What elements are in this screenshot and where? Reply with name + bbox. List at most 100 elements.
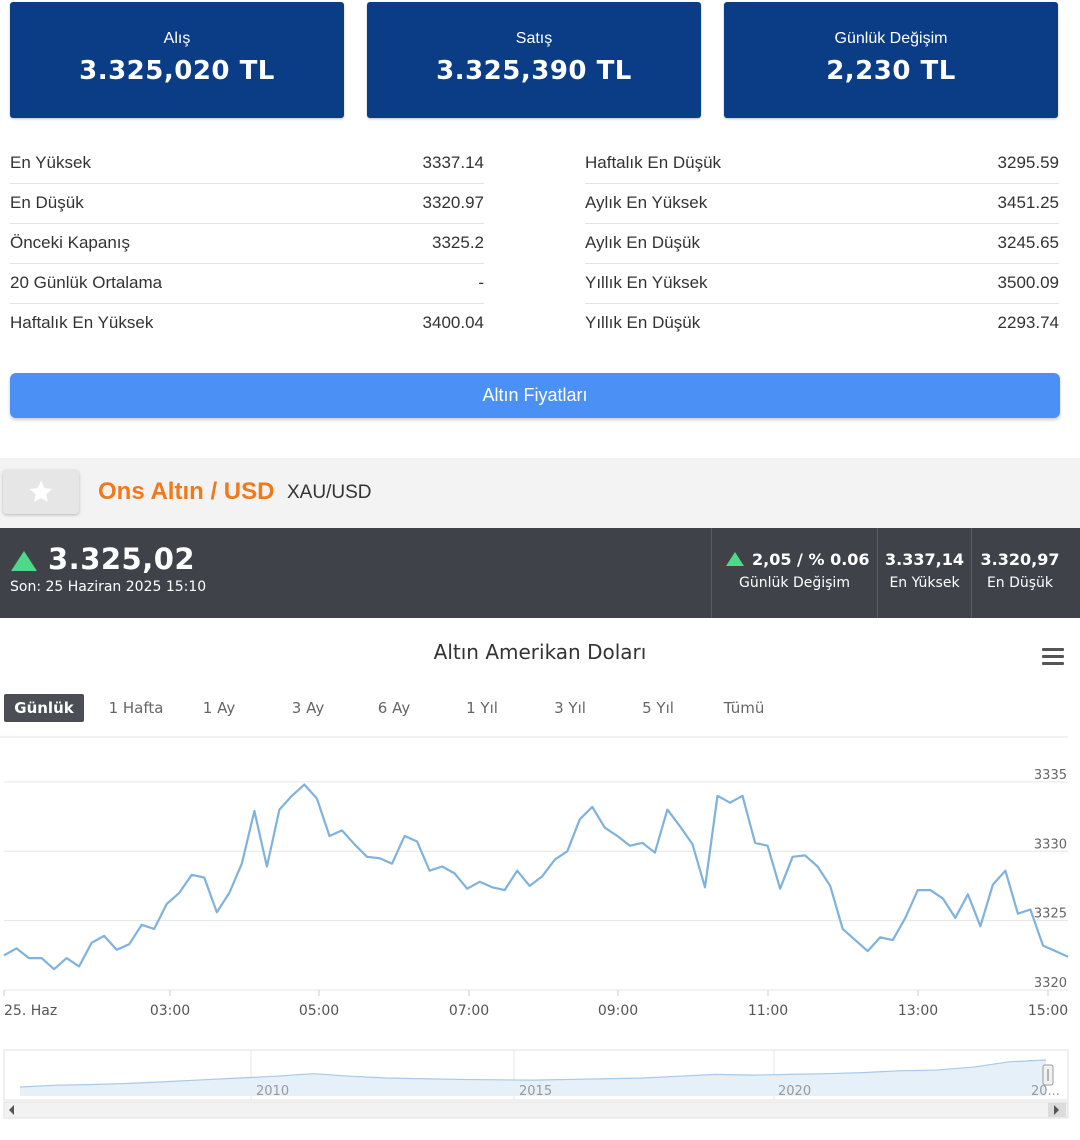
quote-low-block: 3.320,97 En Düşük [972,528,1068,618]
range-button[interactable]: Tümü [723,699,765,717]
range-button[interactable]: 1 Ay [202,699,236,717]
buy-card: Alış 3.325,020 TL [10,2,344,118]
favorite-button[interactable] [3,470,79,514]
stat-value: 3245.65 [997,233,1059,252]
x-tick-label: 07:00 [449,1003,489,1019]
buy-value: 3.325,020 TL [79,56,275,86]
stat-label: Yıllık En Düşük [585,313,701,332]
navigator-area [20,1060,1046,1096]
divider [877,528,878,618]
quote-low-label: En Düşük [986,575,1054,591]
y-tick-label: 3325 [1034,907,1067,922]
quote-change-label: Günlük Değişim [739,575,850,591]
chart-title: Altın Amerikan Doları [433,640,647,664]
stat-value: 3451.25 [997,193,1059,212]
x-tick-label: 15:00 [1028,1003,1068,1019]
current-price: 3.325,02 [48,542,196,576]
navigator-line [19,1059,1047,1088]
range-button[interactable]: 1 Yıl [466,699,498,717]
stat-value: - [478,273,484,292]
x-tick-label: 11:00 [748,1003,788,1019]
navigator-label: 2020 [778,1084,811,1099]
up-arrow-icon [11,551,37,571]
stat-label: En Yüksek [10,153,91,172]
quote-high-label: En Yüksek [889,575,960,591]
daily-change-card: Günlük Değişim 2,230 TL [724,2,1058,118]
stat-label: Aylık En Düşük [585,233,700,252]
chart-navigator[interactable]: 2010 2015 2020 20... [3,1049,1069,1119]
quote-change-block: 2,05 / % 0.06 Günlük Değişim [712,528,877,618]
stat-label: Aylık En Yüksek [585,193,708,212]
price-cards: Alış 3.325,020 TL Satış 3.325,390 TL Gün… [0,0,1080,122]
stat-row: Yıllık En Yüksek 3500.09 [585,264,1059,304]
stat-label: Önceki Kapanış [10,233,131,252]
chart-container: Altın Amerikan Doları Günlük 1 Hafta 1 Ay 3… [0,618,1080,1140]
range-button[interactable]: 3 Ay [291,699,325,717]
stat-row: En Yüksek 3337.14 [10,144,484,184]
daily-change-value: 2,230 TL [826,56,956,86]
x-tick-label: 25. Haz [4,1003,57,1019]
stat-row: Yıllık En Düşük 2293.74 [585,304,1059,343]
range-button[interactable]: Günlük [4,694,84,722]
sell-label: Satış [515,30,553,47]
range-button[interactable]: 3 Yıl [554,699,586,717]
stat-value: 3500.09 [997,273,1059,292]
divider [711,528,712,618]
stat-row: En Düşük 3320.97 [10,184,484,224]
navigator-label: 20... [1031,1084,1060,1099]
stat-label: Haftalık En Yüksek [10,313,154,332]
stat-row: 20 Günlük Ortalama - [10,264,484,304]
instrument-header: Ons Altın / USD XAU/USD [0,458,1080,528]
stat-label: Haftalık En Düşük [585,153,722,172]
stat-row: Önceki Kapanış 3325.2 [10,224,484,264]
y-tick-label: 3320 [1034,976,1067,991]
stat-row: Aylık En Yüksek 3451.25 [585,184,1059,224]
divider [971,528,972,618]
x-tick-label: 09:00 [598,1003,638,1019]
hamburger-menu-icon[interactable] [1042,648,1064,666]
gold-prices-button[interactable]: Altın Fiyatları [10,373,1060,418]
quote-bar: 3.325,02 Son: 25 Haziran 2025 15:10 2,05… [0,528,1080,618]
sell-value: 3.325,390 TL [436,56,632,86]
stat-label: 20 Günlük Ortalama [10,273,163,292]
stats-left-column: En Yüksek 3337.14 En Düşük 3320.97 Önceki … [10,144,484,343]
scroll-left-arrow-icon[interactable] [9,1105,14,1115]
stats-right-column: Haftalık En Düşük 3295.59 Aylık En Yüksek… [585,144,1059,343]
stat-row: Aylık En Düşük 3245.65 [585,224,1059,264]
star-icon [29,480,53,503]
stat-label: En Düşük [10,193,84,212]
navigator-label: 2010 [256,1084,289,1099]
x-tick-label: 05:00 [299,1003,339,1019]
navigator-handle[interactable] [1042,1064,1054,1086]
scrollbar-track[interactable] [3,1101,1069,1119]
quote-high-block: 3.337,14 En Yüksek [878,528,971,618]
buy-label: Alış [163,30,191,47]
up-arrow-icon [726,552,744,566]
quote-low-value: 3.320,97 [980,550,1060,569]
y-tick-label: 3330 [1034,837,1067,852]
quote-change-value: 2,05 / % 0.06 [752,550,870,569]
scrollbar-thumb[interactable] [1048,1103,1066,1117]
stat-value: 3337.14 [422,153,484,172]
x-tick-label: 13:00 [898,1003,938,1019]
stat-value: 3320.97 [422,193,484,212]
y-tick-label: 3335 [1034,768,1067,783]
stat-value: 3295.59 [997,153,1059,172]
stat-value: 3325.2 [432,233,484,252]
navigator-frame [3,1049,1069,1101]
stat-row: Haftalık En Yüksek 3400.04 [10,304,484,343]
quote-high-value: 3.337,14 [885,550,964,569]
stat-value: 3400.04 [422,313,484,332]
range-button[interactable]: 6 Ay [377,699,411,717]
range-button[interactable]: 1 Hafta [108,699,164,717]
daily-change-label: Günlük Değişim [834,30,948,47]
instrument-title: Ons Altın / USD [98,478,275,505]
scroll-right-arrow-icon[interactable] [1054,1105,1059,1115]
navigator-label: 2015 [519,1084,552,1099]
instrument-symbol: XAU/USD [287,482,372,503]
sell-card: Satış 3.325,390 TL [367,2,701,118]
x-tick-label: 03:00 [150,1003,190,1019]
stat-label: Yıllık En Yüksek [585,273,708,292]
last-update-time: Son: 25 Haziran 2025 15:10 [10,579,207,595]
range-button[interactable]: 5 Yıl [642,699,674,717]
